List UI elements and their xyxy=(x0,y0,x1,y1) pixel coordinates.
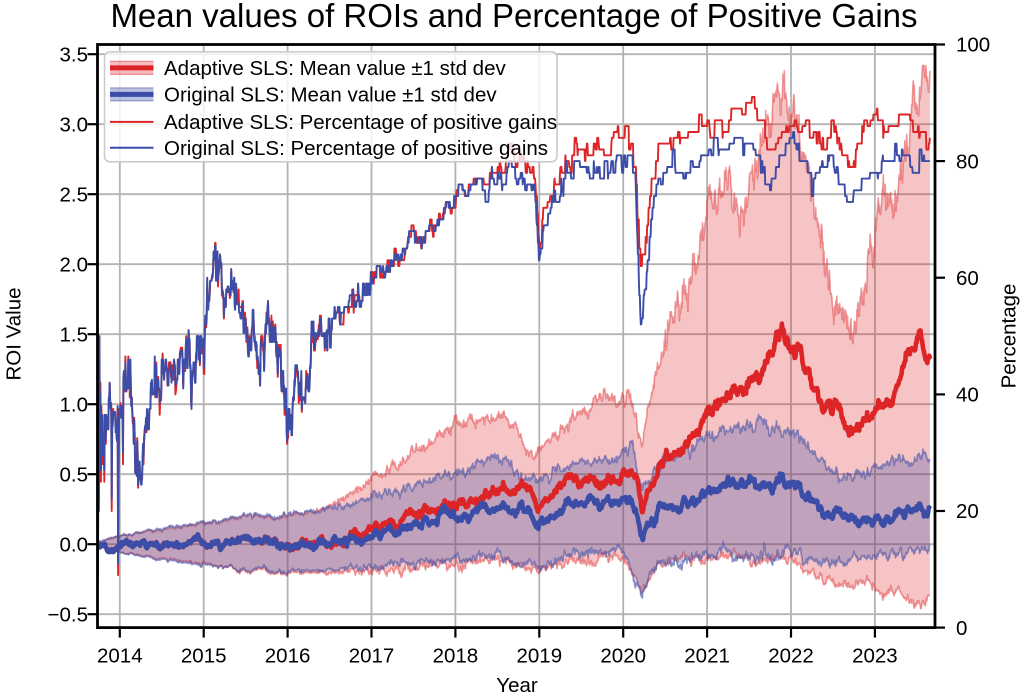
svg-text:0: 0 xyxy=(956,617,967,640)
svg-text:2.0: 2.0 xyxy=(60,253,89,276)
svg-text:2022: 2022 xyxy=(768,645,814,668)
svg-text:0.5: 0.5 xyxy=(60,463,89,486)
svg-text:Adaptive SLS: Percentage of po: Adaptive SLS: Percentage of positive gai… xyxy=(164,111,557,134)
svg-text:100: 100 xyxy=(956,34,990,57)
svg-text:ROI Value: ROI Value xyxy=(3,287,26,380)
svg-text:2021: 2021 xyxy=(684,645,730,668)
svg-text:2014: 2014 xyxy=(97,645,143,668)
svg-text:2017: 2017 xyxy=(349,645,395,668)
svg-text:20: 20 xyxy=(956,500,979,523)
svg-text:1.0: 1.0 xyxy=(60,393,89,416)
svg-text:2018: 2018 xyxy=(433,645,479,668)
svg-text:2020: 2020 xyxy=(600,645,646,668)
svg-text:80: 80 xyxy=(956,150,979,173)
svg-text:2016: 2016 xyxy=(265,645,311,668)
svg-text:1.5: 1.5 xyxy=(60,323,89,346)
svg-text:Original SLS: Percentage of po: Original SLS: Percentage of positive gai… xyxy=(164,137,548,160)
svg-text:Original SLS: Mean value ±1 st: Original SLS: Mean value ±1 std dev xyxy=(164,84,497,107)
svg-text:2015: 2015 xyxy=(181,645,227,668)
svg-text:2.5: 2.5 xyxy=(60,183,89,206)
svg-text:2019: 2019 xyxy=(516,645,562,668)
svg-text:−0.5: −0.5 xyxy=(48,603,88,626)
svg-text:60: 60 xyxy=(956,267,979,290)
svg-text:Percentage: Percentage xyxy=(998,284,1021,389)
svg-text:3.5: 3.5 xyxy=(60,43,89,66)
svg-text:Year: Year xyxy=(496,674,538,694)
svg-text:40: 40 xyxy=(956,384,979,407)
svg-text:2023: 2023 xyxy=(852,645,898,668)
svg-text:Mean values of ROIs and Percen: Mean values of ROIs and Percentage of Po… xyxy=(110,0,917,34)
svg-text:3.0: 3.0 xyxy=(60,113,89,136)
svg-text:Adaptive SLS: Mean value ±1 st: Adaptive SLS: Mean value ±1 std dev xyxy=(164,57,506,80)
svg-text:0.0: 0.0 xyxy=(60,533,89,556)
